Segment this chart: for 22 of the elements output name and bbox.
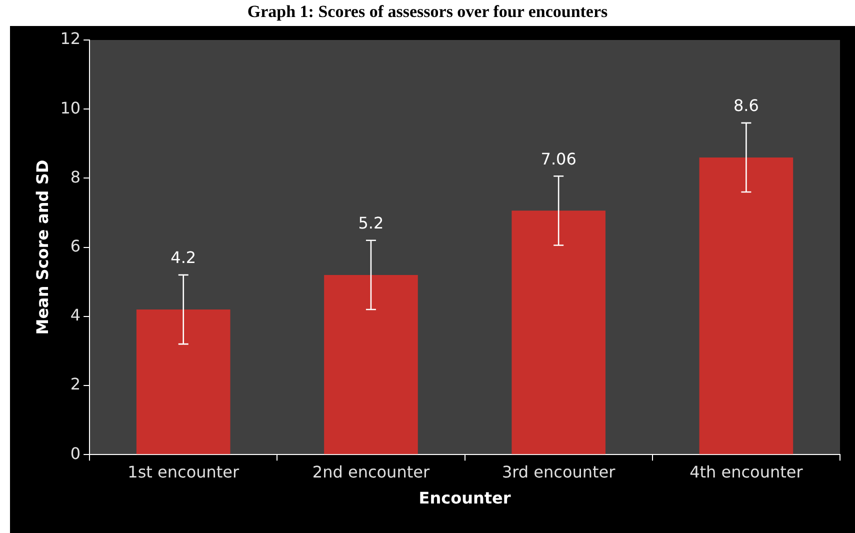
bar — [324, 274, 418, 454]
y-tick-label: 6 — [70, 236, 81, 256]
y-tick-label: 12 — [60, 29, 81, 48]
y-tick-label: 0 — [70, 444, 81, 463]
x-axis-title: Encounter — [418, 488, 511, 508]
chart-title: Graph 1: Scores of assessors over four encounters — [246, 2, 609, 22]
data-label: 5.2 — [358, 214, 384, 233]
data-label: 8.6 — [733, 96, 759, 116]
bar — [512, 210, 606, 454]
y-tick-label: 10 — [60, 98, 81, 118]
bar — [136, 309, 230, 454]
bar — [699, 157, 794, 454]
y-tick-label: 8 — [70, 167, 81, 186]
y-axis-title: Mean Score and SD — [32, 160, 52, 335]
data-label: 4.2 — [170, 248, 196, 268]
x-tick-label: 3rd encounter — [502, 462, 616, 482]
x-tick-label: 1st encounter — [128, 462, 240, 482]
x-tick-label: 4th encounter — [690, 462, 804, 482]
y-tick-label: 4 — [70, 306, 81, 325]
y-tick-label: 2 — [70, 374, 81, 394]
x-tick-label: 2nd encounter — [312, 462, 430, 482]
data-label: 7.06 — [540, 149, 576, 168]
